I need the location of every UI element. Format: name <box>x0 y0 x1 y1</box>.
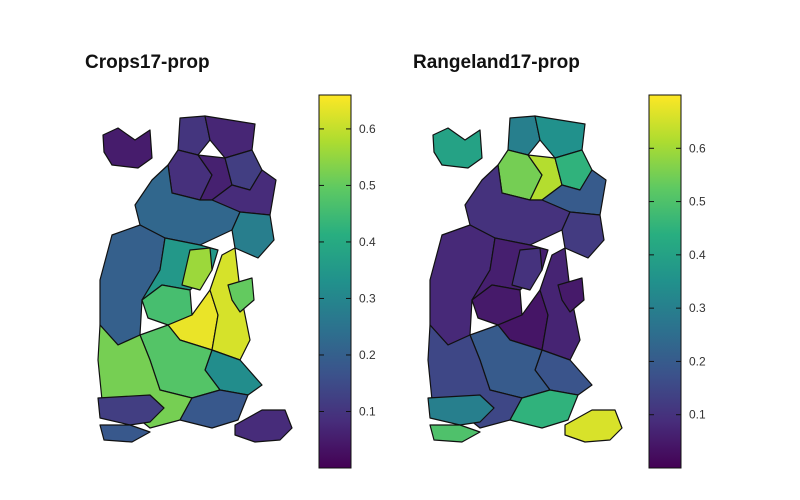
map-region-sw-isl2 <box>429 424 481 443</box>
map-region-sw-isl2 <box>99 424 151 443</box>
map-region-w-large <box>429 224 496 346</box>
map-title-left: Crops17-prop <box>85 52 210 73</box>
colorbar-tick-label: 0.5 <box>359 178 376 192</box>
colorbar-tick-label: 0.3 <box>689 301 706 315</box>
map-region-w-large <box>99 224 166 346</box>
colorbar-tick-label: 0.2 <box>689 354 706 368</box>
map-region-c-yellow2 <box>209 247 251 361</box>
colorbar-tick-label: 0.6 <box>359 122 376 136</box>
map-region-e-green <box>557 277 585 313</box>
map-region-n1 <box>177 115 211 156</box>
map-title-right: Rangeland17-prop <box>413 52 580 73</box>
map-region-nw-island <box>102 127 153 169</box>
colorbar-right: 0.1 0.2 0.3 0.4 0.5 0.6 <box>648 94 706 469</box>
map-region-mid-right <box>231 211 275 259</box>
map-region-c-lime <box>511 247 543 291</box>
map-region-c-lime <box>181 247 213 291</box>
choropleth-map-rangeland <box>427 115 623 443</box>
colorbar-left: 0.1 0.2 0.3 0.4 0.5 0.6 <box>318 94 376 469</box>
map-region-sw-isl1 <box>427 394 495 426</box>
colorbar-tick-label: 0.4 <box>359 235 376 249</box>
colorbar-gradient <box>318 94 352 469</box>
colorbar-tick-label: 0.5 <box>689 195 706 209</box>
map-region-s-blue <box>509 389 579 429</box>
colorbar-tick-label: 0.4 <box>689 248 706 262</box>
map-region-sw-isl1 <box>97 394 165 426</box>
colorbar-gradient <box>648 94 682 469</box>
map-region-mid-right <box>561 211 605 259</box>
map-region-se-isl <box>234 409 293 443</box>
map-region-se-isl <box>564 409 623 443</box>
map-region-nw-island <box>432 127 483 169</box>
colorbar-tick-label: 0.1 <box>359 404 376 418</box>
map-region-n1 <box>507 115 541 156</box>
colorbar-tick-label: 0.3 <box>359 291 376 305</box>
colorbar-tick-label: 0.1 <box>689 408 706 422</box>
map-region-c-yellow2 <box>539 247 581 361</box>
map-region-e-green <box>227 277 255 313</box>
colorbar-tick-label: 0.2 <box>359 348 376 362</box>
choropleth-map-crops <box>97 115 293 443</box>
colorbar-tick-label: 0.6 <box>689 141 706 155</box>
map-region-s-blue <box>179 389 249 429</box>
